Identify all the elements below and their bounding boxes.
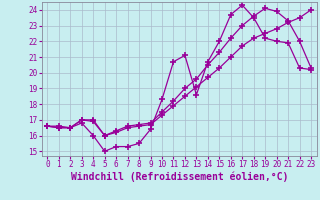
X-axis label: Windchill (Refroidissement éolien,°C): Windchill (Refroidissement éolien,°C)	[70, 172, 288, 182]
